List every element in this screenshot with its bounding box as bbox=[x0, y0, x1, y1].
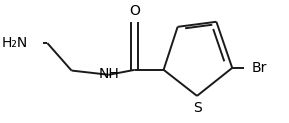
Text: H₂N: H₂N bbox=[2, 36, 28, 50]
Text: NH: NH bbox=[99, 67, 120, 81]
Text: S: S bbox=[193, 101, 201, 115]
Text: Br: Br bbox=[251, 61, 267, 75]
Text: O: O bbox=[129, 4, 140, 18]
